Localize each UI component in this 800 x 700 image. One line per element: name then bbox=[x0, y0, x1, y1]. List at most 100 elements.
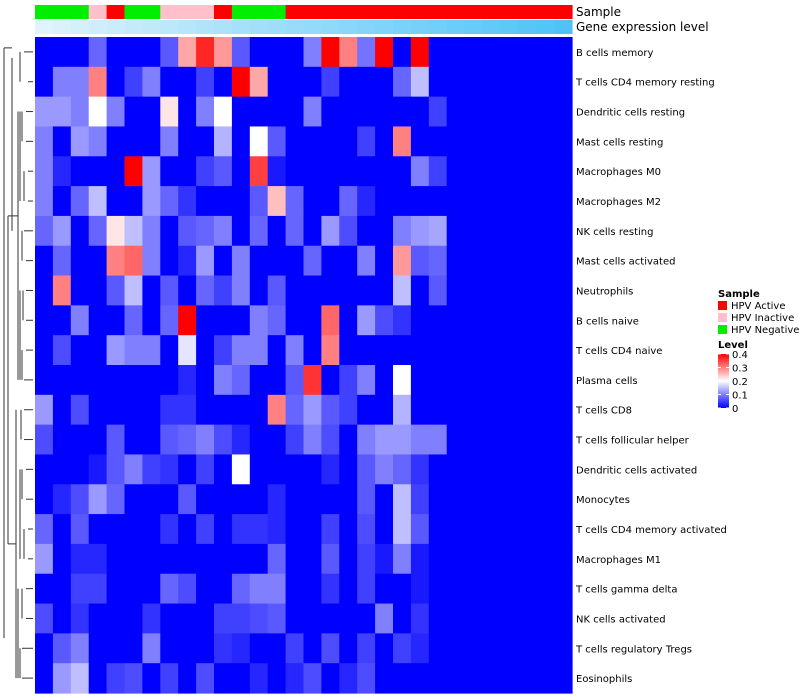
heatmap-cell bbox=[285, 245, 305, 277]
heatmap-cell bbox=[142, 484, 161, 515]
heatmap-cell bbox=[393, 37, 412, 68]
expression-annotation-cell bbox=[214, 20, 233, 34]
sample-legend-swatch bbox=[718, 301, 727, 310]
heatmap-cell bbox=[35, 394, 54, 426]
heatmap-cell bbox=[124, 305, 143, 336]
heatmap-cell bbox=[410, 573, 430, 605]
heatmap-cell bbox=[106, 514, 126, 545]
heatmap-cell bbox=[554, 275, 573, 306]
heatmap-cell bbox=[321, 66, 340, 98]
heatmap-cell bbox=[124, 275, 143, 306]
heatmap-cell bbox=[249, 96, 269, 128]
sample-annotation-cell bbox=[124, 5, 143, 19]
heatmap-cell bbox=[88, 484, 108, 515]
heatmap-cell bbox=[357, 484, 376, 515]
heatmap-cell bbox=[88, 305, 108, 336]
heatmap-cell bbox=[178, 603, 197, 634]
heatmap-cell bbox=[285, 603, 305, 634]
heatmap-cell bbox=[357, 454, 376, 485]
heatmap-cell bbox=[70, 543, 90, 575]
heatmap-cell bbox=[357, 365, 376, 396]
heatmap-cell bbox=[196, 335, 215, 366]
heatmap-cell bbox=[375, 454, 394, 485]
heatmap-cell bbox=[375, 603, 394, 634]
heatmap-cell bbox=[35, 365, 54, 396]
heatmap-cell bbox=[500, 424, 519, 456]
heatmap-cell bbox=[88, 66, 108, 98]
heatmap-cell bbox=[321, 424, 340, 456]
heatmap-cell bbox=[285, 514, 305, 545]
heatmap-cell bbox=[357, 156, 376, 187]
heatmap-cell bbox=[106, 603, 126, 634]
heatmap-cell bbox=[196, 96, 215, 128]
heatmap-cell bbox=[303, 394, 322, 426]
expression-annotation-cell bbox=[35, 20, 54, 34]
heatmap-cell bbox=[178, 186, 197, 217]
heatmap-cell bbox=[88, 245, 108, 277]
heatmap-cell bbox=[70, 335, 90, 366]
heatmap-cell bbox=[446, 186, 466, 217]
heatmap-cell bbox=[464, 573, 484, 605]
heatmap-cell bbox=[393, 454, 412, 485]
heatmap-cell bbox=[482, 543, 501, 575]
heatmap-cell bbox=[321, 514, 340, 545]
heatmap-cell bbox=[357, 633, 376, 664]
heatmap-cell bbox=[321, 484, 340, 515]
heatmap-cell bbox=[536, 394, 555, 426]
expression-annotation-cell bbox=[357, 20, 376, 34]
heatmap-cell bbox=[536, 66, 555, 98]
sample-legend-label: HPV Negative bbox=[731, 325, 799, 336]
heatmap-cell bbox=[160, 245, 179, 277]
heatmap-cell bbox=[357, 66, 376, 98]
heatmap-cell bbox=[446, 663, 466, 694]
heatmap-cell bbox=[393, 365, 412, 396]
heatmap-cell bbox=[142, 543, 161, 575]
heatmap-cell bbox=[196, 275, 215, 306]
heatmap-cell bbox=[518, 663, 537, 694]
heatmap-cell bbox=[554, 156, 573, 187]
heatmap-cell bbox=[446, 394, 466, 426]
level-colorbar bbox=[718, 354, 729, 408]
expression-annotation-cell bbox=[554, 20, 573, 34]
heatmap-cell bbox=[231, 66, 251, 98]
heatmap-cell bbox=[464, 424, 484, 456]
heatmap-cell bbox=[321, 305, 340, 336]
heatmap-cell bbox=[249, 514, 269, 545]
heatmap-cell bbox=[52, 603, 72, 634]
expression-annotation-cell bbox=[410, 20, 430, 34]
heatmap-cell bbox=[124, 37, 143, 68]
heatmap-cell bbox=[500, 66, 519, 98]
heatmap-cell bbox=[446, 37, 466, 68]
heatmap-cell bbox=[464, 156, 484, 187]
heatmap-cell bbox=[410, 66, 430, 98]
heatmap-cell bbox=[249, 573, 269, 605]
heatmap-cell bbox=[124, 96, 143, 128]
heatmap-cell bbox=[196, 514, 215, 545]
heatmap-cell bbox=[124, 454, 143, 485]
heatmap-cell bbox=[124, 335, 143, 366]
heatmap-cell bbox=[446, 424, 466, 456]
heatmap-cell bbox=[52, 37, 72, 68]
heatmap-cell bbox=[70, 37, 90, 68]
expression-annotation-cell bbox=[231, 20, 251, 34]
heatmap-cell bbox=[285, 484, 305, 515]
heatmap-cell bbox=[88, 663, 108, 694]
heatmap-cell bbox=[410, 424, 430, 456]
heatmap-cell bbox=[160, 663, 179, 694]
expression-annotation-cell bbox=[106, 20, 126, 34]
heatmap-cell bbox=[482, 663, 501, 694]
heatmap-cell bbox=[267, 126, 287, 157]
expression-annotation-cell bbox=[142, 20, 161, 34]
heatmap-cell bbox=[536, 186, 555, 217]
heatmap-cell bbox=[339, 305, 358, 336]
heatmap-cell bbox=[142, 335, 161, 366]
heatmap-cell bbox=[321, 633, 340, 664]
row-label: Neutrophils bbox=[576, 286, 633, 297]
heatmap-cell bbox=[393, 156, 412, 187]
heatmap-cell bbox=[464, 603, 484, 634]
heatmap-cell bbox=[410, 633, 430, 664]
heatmap-cell bbox=[178, 365, 197, 396]
heatmap-cell bbox=[160, 275, 179, 306]
heatmap-cell bbox=[500, 454, 519, 485]
heatmap-cell bbox=[410, 186, 430, 217]
